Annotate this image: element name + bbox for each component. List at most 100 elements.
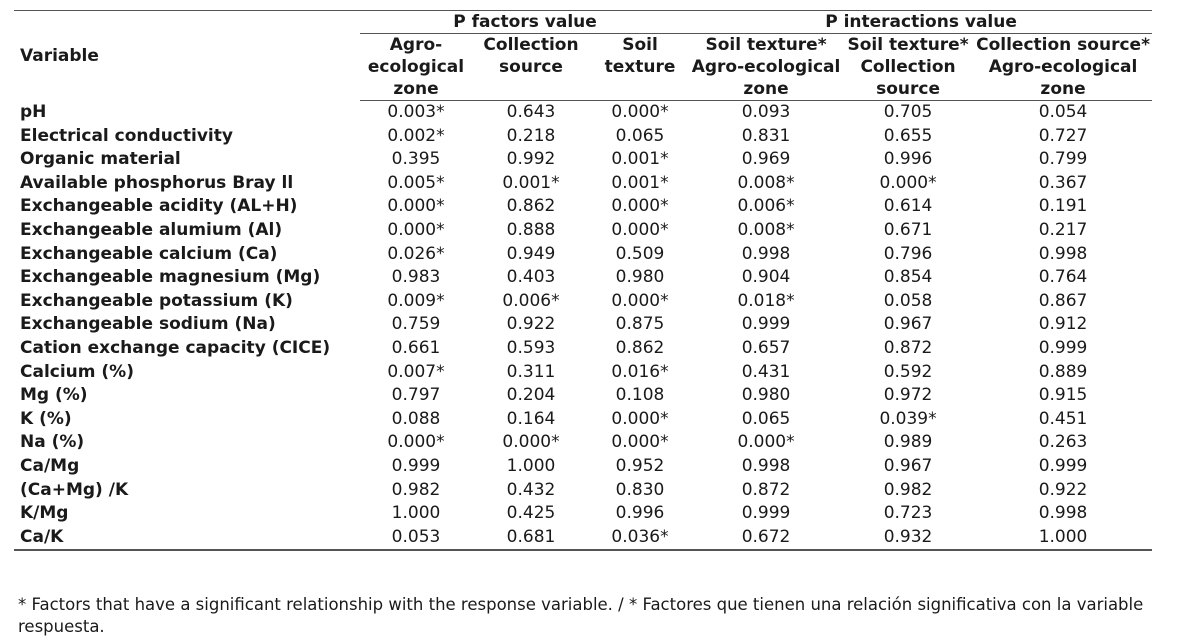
p-value-cell: 0.164 <box>506 408 556 429</box>
p-value-cell: 0.425 <box>506 503 556 524</box>
p-value-cell: 0.311 <box>506 361 556 382</box>
p-value-cell: 0.705 <box>883 102 933 122</box>
p-value-cell: 0.998 <box>741 455 791 476</box>
variable-cell: Mg (%) <box>20 385 88 406</box>
p-value-cell: 0.799 <box>1038 149 1088 170</box>
p-value-cell: 0.217 <box>1038 219 1088 240</box>
variable-cell: Electrical conductivity <box>20 125 233 146</box>
p-value-cell: 0.001* <box>611 172 669 193</box>
variable-cell: Exchangeable potassium (K) <box>20 290 293 311</box>
variable-cell: Organic material <box>20 149 181 170</box>
p-value-cell: 0.593 <box>506 337 556 358</box>
table-row: K/Mg 1.000 0.425 0.996 0.999 0.723 0.998 <box>14 502 1152 526</box>
header-row-groups: Variable P factors value P interactions … <box>14 10 1153 101</box>
p-value-cell: 0.003* <box>387 102 445 122</box>
variable-cell: K (%) <box>20 408 72 429</box>
p-value-cell: 0.005* <box>387 172 445 193</box>
p-value-cell: 0.039* <box>879 408 937 429</box>
p-value-cell: 0.000* <box>611 408 669 429</box>
p-value-cell: 0.000* <box>611 196 669 217</box>
p-value-cell: 0.009* <box>387 290 445 311</box>
p-value-cell: 0.915 <box>1038 385 1088 406</box>
table-row: Ca/K 0.053 0.681 0.036* 0.672 0.932 1.000 <box>14 525 1153 552</box>
p-value-cell: 0.672 <box>690 525 843 552</box>
variable-cell: K/Mg <box>20 503 69 524</box>
variable-cell: pH <box>20 101 47 122</box>
p-value-cell: 0.431 <box>741 361 791 382</box>
p-value-cell: 0.982 <box>883 479 933 500</box>
p-value-cell: 0.058 <box>883 290 933 311</box>
p-value-cell: 1.000 <box>506 455 556 476</box>
p-value-cell: 0.395 <box>391 149 441 170</box>
p-value-cell: 0.996 <box>883 149 933 170</box>
p-value-cell: 0.108 <box>615 385 665 406</box>
p-values-table: Variable P factors value P interactions … <box>14 10 1153 552</box>
p-value-cell: 1.000 <box>974 525 1153 552</box>
p-value-cell: 0.263 <box>1038 432 1088 453</box>
p-value-cell: 0.026* <box>387 243 445 264</box>
column-header: Collection source <box>472 33 590 101</box>
p-value-cell: 0.996 <box>615 503 665 524</box>
table-footnote: * Factors that have a significant relati… <box>18 595 1144 636</box>
p-value-cell: 0.000* <box>611 219 669 240</box>
p-value-cell: 0.983 <box>391 267 441 288</box>
p-value-cell: 0.655 <box>883 125 933 146</box>
table-row: (Ca+Mg) /K 0.982 0.432 0.830 0.872 0.982 0.922 <box>14 479 1152 503</box>
table-row: Na (%) 0.000* 0.000* 0.000* 0.000* 0.989 0.263 <box>14 431 1152 455</box>
p-value-cell: 0.972 <box>883 385 933 406</box>
p-value-cell: 0.065 <box>615 125 665 146</box>
table-row: Ca/Mg 0.999 1.000 0.952 0.998 0.967 0.999 <box>14 455 1152 479</box>
table-row: Cation exchange capacity (CICE) 0.661 0.59… <box>14 337 1152 361</box>
p-value-cell: 0.992 <box>506 149 556 170</box>
p-value-cell: 0.830 <box>615 479 665 500</box>
p-value-cell: 0.796 <box>883 243 933 264</box>
p-value-cell: 0.000* <box>502 432 560 453</box>
p-value-cell: 0.999 <box>741 314 791 335</box>
variable-cell: Exchangeable sodium (Na) <box>20 314 276 335</box>
p-value-cell: 0.989 <box>883 432 933 453</box>
p-value-cell: 0.872 <box>741 479 791 500</box>
p-value-cell: 0.969 <box>741 149 791 170</box>
p-value-cell: 0.000* <box>611 432 669 453</box>
p-value-cell: 0.904 <box>741 267 791 288</box>
p-value-cell: 0.759 <box>391 314 441 335</box>
p-value-cell: 0.204 <box>506 385 556 406</box>
variable-cell: Exchangeable calcium (Ca) <box>20 243 278 264</box>
p-value-cell: 0.912 <box>1038 314 1088 335</box>
p-value-cell: 0.592 <box>883 361 933 382</box>
p-value-cell: 0.001* <box>502 172 560 193</box>
p-value-cell: 0.723 <box>883 503 933 524</box>
p-value-cell: 0.932 <box>842 525 975 552</box>
p-value-cell: 0.875 <box>615 314 665 335</box>
p-value-cell: 0.093 <box>741 102 791 122</box>
p-value-cell: 0.053 <box>360 525 472 552</box>
table-row: Exchangeable alumium (Al) 0.000* 0.888 0.00… <box>14 219 1152 243</box>
table-row: Exchangeable sodium (Na) 0.759 0.922 0.875 0… <box>14 313 1152 337</box>
p-value-cell: 0.000* <box>611 290 669 311</box>
p-value-cell: 0.509 <box>615 243 665 264</box>
p-value-cell: 0.432 <box>506 479 556 500</box>
column-header: Agro-ecological zone <box>360 33 472 101</box>
p-value-cell: 0.643 <box>506 102 556 122</box>
table-row: K (%) 0.088 0.164 0.000* 0.065 0.039* 0.451 <box>14 408 1152 432</box>
p-value-cell: 0.000* <box>387 219 445 240</box>
variable-cell: Exchangeable alumium (Al) <box>20 219 283 240</box>
p-value-cell: 0.007* <box>387 361 445 382</box>
factors-group-header: P factors value <box>360 10 691 34</box>
p-value-cell: 0.854 <box>883 267 933 288</box>
p-value-cell: 0.998 <box>1038 243 1088 264</box>
p-value-cell: 0.661 <box>391 337 441 358</box>
variable-cell: Cation exchange capacity (CICE) <box>20 337 331 358</box>
table-row: Exchangeable magnesium (Mg) 0.983 0.403 0.9… <box>14 266 1152 290</box>
column-header: Soil texture <box>590 33 691 101</box>
p-value-cell: 0.000* <box>737 432 795 453</box>
p-value-cell: 0.000* <box>387 196 445 217</box>
p-value-cell: 0.764 <box>1038 267 1088 288</box>
variable-cell: Exchangeable magnesium (Mg) <box>20 267 321 288</box>
p-value-cell: 0.998 <box>1038 503 1088 524</box>
p-value-cell: 0.999 <box>1038 337 1088 358</box>
p-value-cell: 0.000* <box>387 432 445 453</box>
p-value-cell: 0.403 <box>506 267 556 288</box>
column-header: Soil texture* Collection source <box>842 33 975 101</box>
table-row: Mg (%) 0.797 0.204 0.108 0.980 0.972 0.915 <box>14 384 1152 408</box>
